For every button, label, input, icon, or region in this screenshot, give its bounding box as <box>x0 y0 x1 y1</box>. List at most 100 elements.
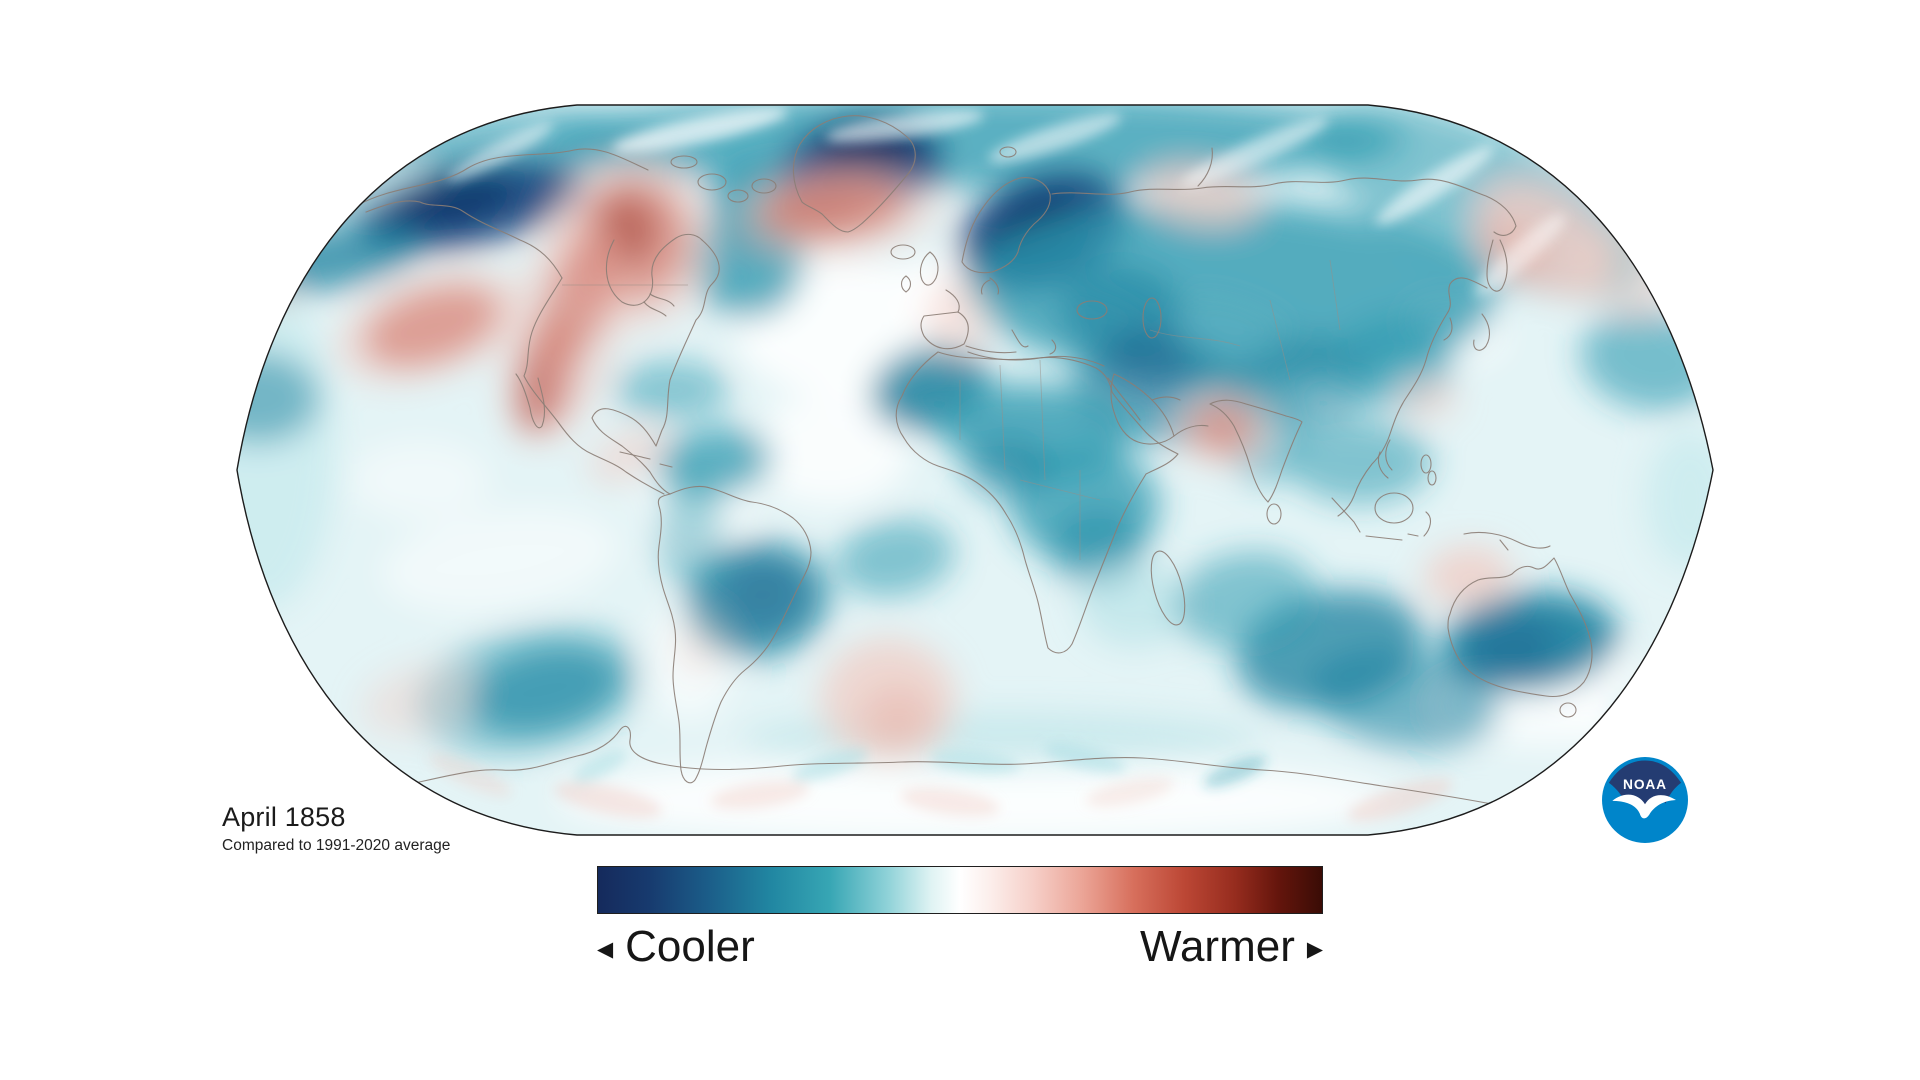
anomaly-blob <box>925 276 989 360</box>
coast-australia <box>1447 557 1593 698</box>
arctic-island <box>670 155 698 169</box>
continent-outlines <box>355 115 1677 807</box>
coast-persia <box>1151 396 1209 437</box>
anomaly-blob <box>446 122 554 182</box>
tasmania <box>1559 702 1577 718</box>
borneo <box>1374 492 1414 524</box>
anomaly-streaks <box>428 107 1566 822</box>
anomaly-blob <box>391 171 513 229</box>
anomaly-blob <box>825 109 985 143</box>
right-arrow-icon: ▶ <box>1306 937 1323 961</box>
anomaly-blob <box>1288 420 1432 504</box>
anomaly-blob <box>1142 166 1258 226</box>
coast-kamchatka-okhotsk <box>1447 239 1508 313</box>
new-zealand <box>1653 701 1677 755</box>
warmer-label-group: Warmer ▶ <box>1140 922 1323 972</box>
anomaly-blob <box>930 750 1020 774</box>
noaa-logo-sky <box>1608 760 1682 807</box>
great-lakes <box>643 293 675 317</box>
anomaly-blob <box>1080 563 1190 647</box>
coast-denmark <box>980 277 1000 295</box>
anomaly-blob <box>1375 145 1495 225</box>
anomaly-blob <box>900 787 1000 817</box>
coast-baja <box>515 373 546 429</box>
page-title: April 1858 <box>222 802 346 832</box>
coast-na-arctic <box>355 148 649 207</box>
indonesia <box>1331 497 1432 541</box>
title-block: April 1858 Compared to 1991-2020 average <box>222 802 450 855</box>
anomaly-blob <box>657 463 723 587</box>
anomaly-blob <box>237 290 335 610</box>
anomaly-blob <box>1181 117 1329 187</box>
anomaly-blob <box>361 663 479 737</box>
noaa-logo-text: NOAA <box>1623 777 1667 792</box>
anomaly-blob <box>862 686 934 750</box>
coast-arabia <box>1110 373 1175 445</box>
anomaly-blob <box>333 267 527 385</box>
coast-uk-ireland <box>900 251 939 293</box>
coast-iberia <box>920 311 969 350</box>
anomaly-blob <box>554 782 662 818</box>
anomaly-blob <box>731 163 941 261</box>
coast-france <box>945 289 960 313</box>
anomaly-blob <box>835 519 955 597</box>
warmer-label: Warmer <box>1140 922 1295 971</box>
noaa-logo: NOAA <box>1602 757 1688 843</box>
coast-east-asia <box>1337 311 1449 517</box>
coast-antarctica <box>391 725 1503 807</box>
anomaly-blob <box>1424 545 1512 607</box>
noaa-logo-bird-icon <box>1612 794 1676 819</box>
arctic-island <box>697 173 727 191</box>
anomaly-blob <box>966 436 1050 500</box>
map-interior <box>237 105 1713 835</box>
anomaly-blob <box>380 507 620 613</box>
anomaly-blob <box>350 440 490 520</box>
anomaly-blob <box>1044 743 1126 773</box>
anomaly-blob <box>1310 650 1500 750</box>
madagascar <box>1150 550 1186 626</box>
coast-scandinavia <box>961 177 1051 274</box>
coast-africa <box>895 351 1179 654</box>
asia-borders <box>1149 259 1341 381</box>
coast-na-west <box>365 200 563 279</box>
anomaly-blob <box>1347 778 1453 822</box>
gulf-of-thailand <box>1377 439 1393 479</box>
coast-mediterranean <box>965 329 1105 367</box>
page-subtitle: Compared to 1991-2020 average <box>222 837 451 854</box>
colorbar-labels: ◀ Cooler Warmer ▶ <box>597 922 1323 972</box>
anomaly-blob <box>1400 378 1456 418</box>
novaya-zemlya <box>1197 147 1213 187</box>
coast-siberia <box>1051 177 1517 236</box>
coast-india <box>1209 399 1303 503</box>
anomaly-colorbar <box>597 866 1323 914</box>
coast-greenland <box>792 115 916 233</box>
anomaly-blob <box>1172 390 1272 466</box>
anomaly-blob <box>237 352 320 444</box>
coast-south-america <box>657 485 812 784</box>
cooler-label-group: ◀ Cooler <box>597 922 755 972</box>
new-guinea <box>1463 531 1551 551</box>
cooler-label: Cooler <box>625 922 755 971</box>
anomaly-blob <box>416 624 644 756</box>
caspian-sea <box>1142 297 1162 339</box>
anomaly-blob <box>611 107 789 153</box>
black-sea <box>1076 300 1108 320</box>
anomaly-blob <box>674 615 726 675</box>
anomaly-blob <box>1102 326 1194 398</box>
philippines <box>1427 470 1437 486</box>
anomaly-blob <box>1203 756 1267 788</box>
anomaly-blob <box>988 113 1122 163</box>
caribbean-islands <box>619 451 673 468</box>
anomaly-blob <box>791 748 869 782</box>
sri-lanka <box>1266 503 1282 525</box>
anomaly-blob <box>1615 683 1705 747</box>
arctic-island <box>727 189 749 203</box>
projection-outline <box>236 104 1714 836</box>
svalbard <box>999 146 1017 158</box>
anomaly-blob <box>1474 213 1566 297</box>
left-arrow-icon: ◀ <box>597 937 614 961</box>
coast-na-east <box>591 239 720 495</box>
arctic-island <box>751 178 777 194</box>
